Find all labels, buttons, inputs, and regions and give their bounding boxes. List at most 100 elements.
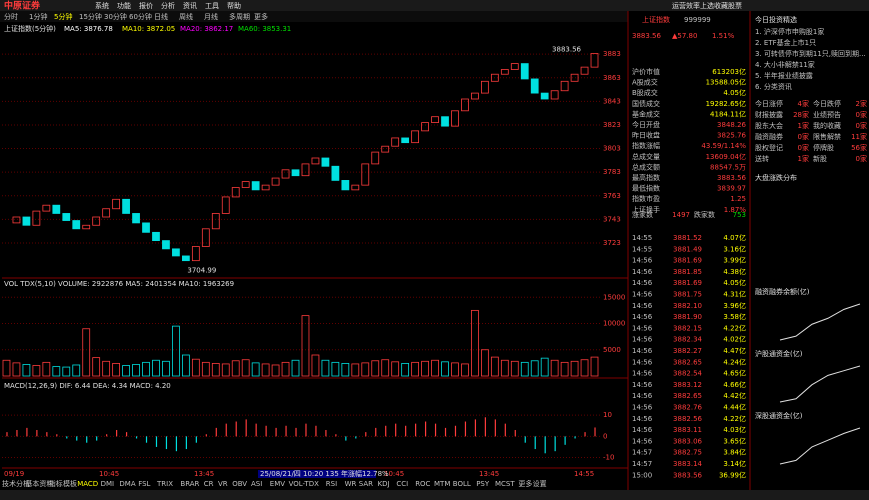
x-tick-label: 10:45 — [99, 470, 119, 478]
tick-price: 3881.85 — [673, 268, 702, 276]
indicator-tab[interactable]: 更多 — [518, 479, 532, 488]
tick-time: 14:56 — [632, 358, 653, 366]
period-button[interactable]: 60分钟 — [129, 12, 152, 21]
indicator-tab[interactable]: TRIX — [156, 480, 173, 488]
indicator-tab[interactable]: BOLL — [453, 480, 471, 488]
indicator-tab[interactable]: EMV — [270, 480, 285, 488]
mini-chart-line — [779, 303, 861, 341]
stat-value: 11家 — [851, 132, 867, 141]
menu-item[interactable]: 系统 — [95, 1, 109, 10]
tick-price: 3883.11 — [673, 426, 702, 434]
pick-item[interactable]: 1. 沪深停市申购股1家 — [755, 27, 824, 36]
candle — [221, 196, 230, 214]
pick-item[interactable]: 6. 分类资讯 — [755, 82, 792, 91]
change-pct: 1.51% — [712, 32, 735, 40]
tick-time: 15:00 — [632, 471, 652, 479]
indicator-tab[interactable]: KDJ — [378, 480, 390, 488]
volume-bar — [32, 365, 41, 377]
indicator-tab[interactable]: WR — [345, 480, 357, 488]
candle — [22, 216, 31, 226]
menu-item[interactable]: 资讯 — [183, 1, 197, 10]
candle — [510, 63, 519, 70]
indicator-tab[interactable]: SAR — [359, 480, 373, 488]
indicator-tab[interactable]: 基本资料 — [25, 479, 53, 488]
indicator-tab[interactable]: MACD — [77, 480, 98, 488]
indicator-tab[interactable]: CR — [204, 480, 214, 488]
period-button[interactable]: 月线 — [204, 12, 218, 21]
indicator-tab[interactable]: 技术分析 — [2, 479, 30, 488]
volume-bar — [112, 362, 120, 377]
tick-time: 14:55 — [632, 234, 652, 242]
volume-bar — [520, 361, 529, 377]
top-link[interactable]: 运营效率上选 — [672, 1, 714, 10]
tick-time: 14:56 — [632, 279, 653, 287]
period-button[interactable]: 30分钟 — [104, 12, 127, 21]
candle — [112, 198, 120, 210]
pick-item[interactable]: 3. 可转债停市到期11只,赎回到期... — [755, 49, 866, 58]
pick-item[interactable]: 5. 半年报业绩披露 — [755, 71, 813, 80]
indicator-tab[interactable]: MCST — [495, 480, 515, 488]
indicator-tab[interactable]: VOL-TDX — [289, 480, 320, 488]
indicator-tab[interactable]: RSI — [326, 480, 337, 488]
period-button[interactable]: 更多 — [254, 12, 268, 21]
stat-label: 限售解禁 — [813, 132, 841, 141]
quote-value: 3825.76 — [717, 132, 746, 140]
period-button[interactable]: 多周期 — [229, 12, 250, 21]
indicator-tab[interactable]: 指标 — [49, 479, 63, 488]
period-button[interactable]: 分时 — [4, 12, 18, 21]
menu-item[interactable]: 工具 — [205, 2, 219, 10]
candle — [241, 181, 250, 188]
candle — [42, 204, 51, 212]
indicator-tab[interactable]: VR — [218, 480, 228, 488]
candle — [500, 69, 509, 75]
y-tick-label: 3863 — [603, 74, 621, 82]
indicator-tab[interactable]: CCI — [396, 480, 408, 488]
indicator-tab[interactable]: MTM — [434, 480, 450, 488]
volume-bar — [391, 361, 400, 377]
period-button[interactable]: 1分钟 — [29, 12, 47, 21]
quote-value: 13588.05亿 — [706, 78, 746, 87]
period-button[interactable]: 周线 — [179, 12, 193, 21]
top-link[interactable]: 收藏股票 — [714, 1, 742, 10]
indicator-tab[interactable]: DMA — [119, 480, 135, 488]
stat-value: 0家 — [798, 132, 809, 141]
candle — [421, 122, 429, 132]
volume-bar — [82, 328, 91, 377]
indicator-tab[interactable]: ASI — [251, 480, 262, 488]
volume-bar — [421, 360, 429, 377]
menu-item[interactable]: 功能 — [117, 1, 131, 10]
volume-bar — [301, 315, 310, 377]
stat-label: 股东大会 — [755, 121, 783, 130]
indicator-tab[interactable]: 模板 — [63, 479, 77, 488]
pick-item[interactable]: 4. 大小非解禁11家 — [755, 60, 815, 69]
period-button[interactable]: 日线 — [154, 12, 168, 21]
volume-bar — [550, 359, 559, 377]
indicator-tab[interactable]: 设置 — [533, 479, 547, 488]
volume-bar — [361, 362, 370, 377]
candle — [431, 116, 439, 123]
menu-item[interactable]: 分析 — [161, 1, 175, 10]
indicator-tab[interactable]: FSL — [138, 480, 150, 488]
indicator-tab[interactable]: ROC — [415, 480, 430, 488]
tick-time: 14:56 — [632, 291, 653, 299]
indicator-tab[interactable]: DMI — [101, 480, 115, 488]
indicator-tab[interactable]: PSY — [476, 480, 490, 488]
menu-item[interactable]: 帮助 — [227, 1, 241, 10]
tick-price: 3883.06 — [673, 437, 702, 445]
menu-item[interactable]: 报价 — [139, 1, 153, 10]
tick-price: 3882.34 — [673, 336, 702, 344]
indicator-tab[interactable]: OBV — [232, 480, 247, 488]
tick-time: 14:56 — [632, 415, 653, 423]
volume-bar — [2, 359, 11, 377]
stat-label: 送转 — [755, 154, 769, 163]
tick-price: 3883.12 — [673, 381, 702, 389]
indicator-tab[interactable]: BRAR — [180, 480, 199, 488]
candle — [102, 208, 111, 218]
volume-bar — [560, 361, 569, 377]
volume-bar — [510, 360, 519, 377]
pick-item[interactable]: 2. ETF基金上市1只 — [755, 38, 816, 47]
period-button[interactable]: 5分钟 — [54, 12, 72, 21]
stat-value: 0家 — [856, 110, 867, 119]
stat-label: 融资融券 — [755, 132, 783, 141]
period-button[interactable]: 15分钟 — [79, 12, 102, 21]
